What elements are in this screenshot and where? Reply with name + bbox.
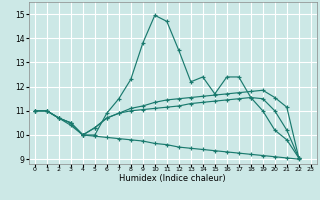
X-axis label: Humidex (Indice chaleur): Humidex (Indice chaleur) (119, 174, 226, 183)
